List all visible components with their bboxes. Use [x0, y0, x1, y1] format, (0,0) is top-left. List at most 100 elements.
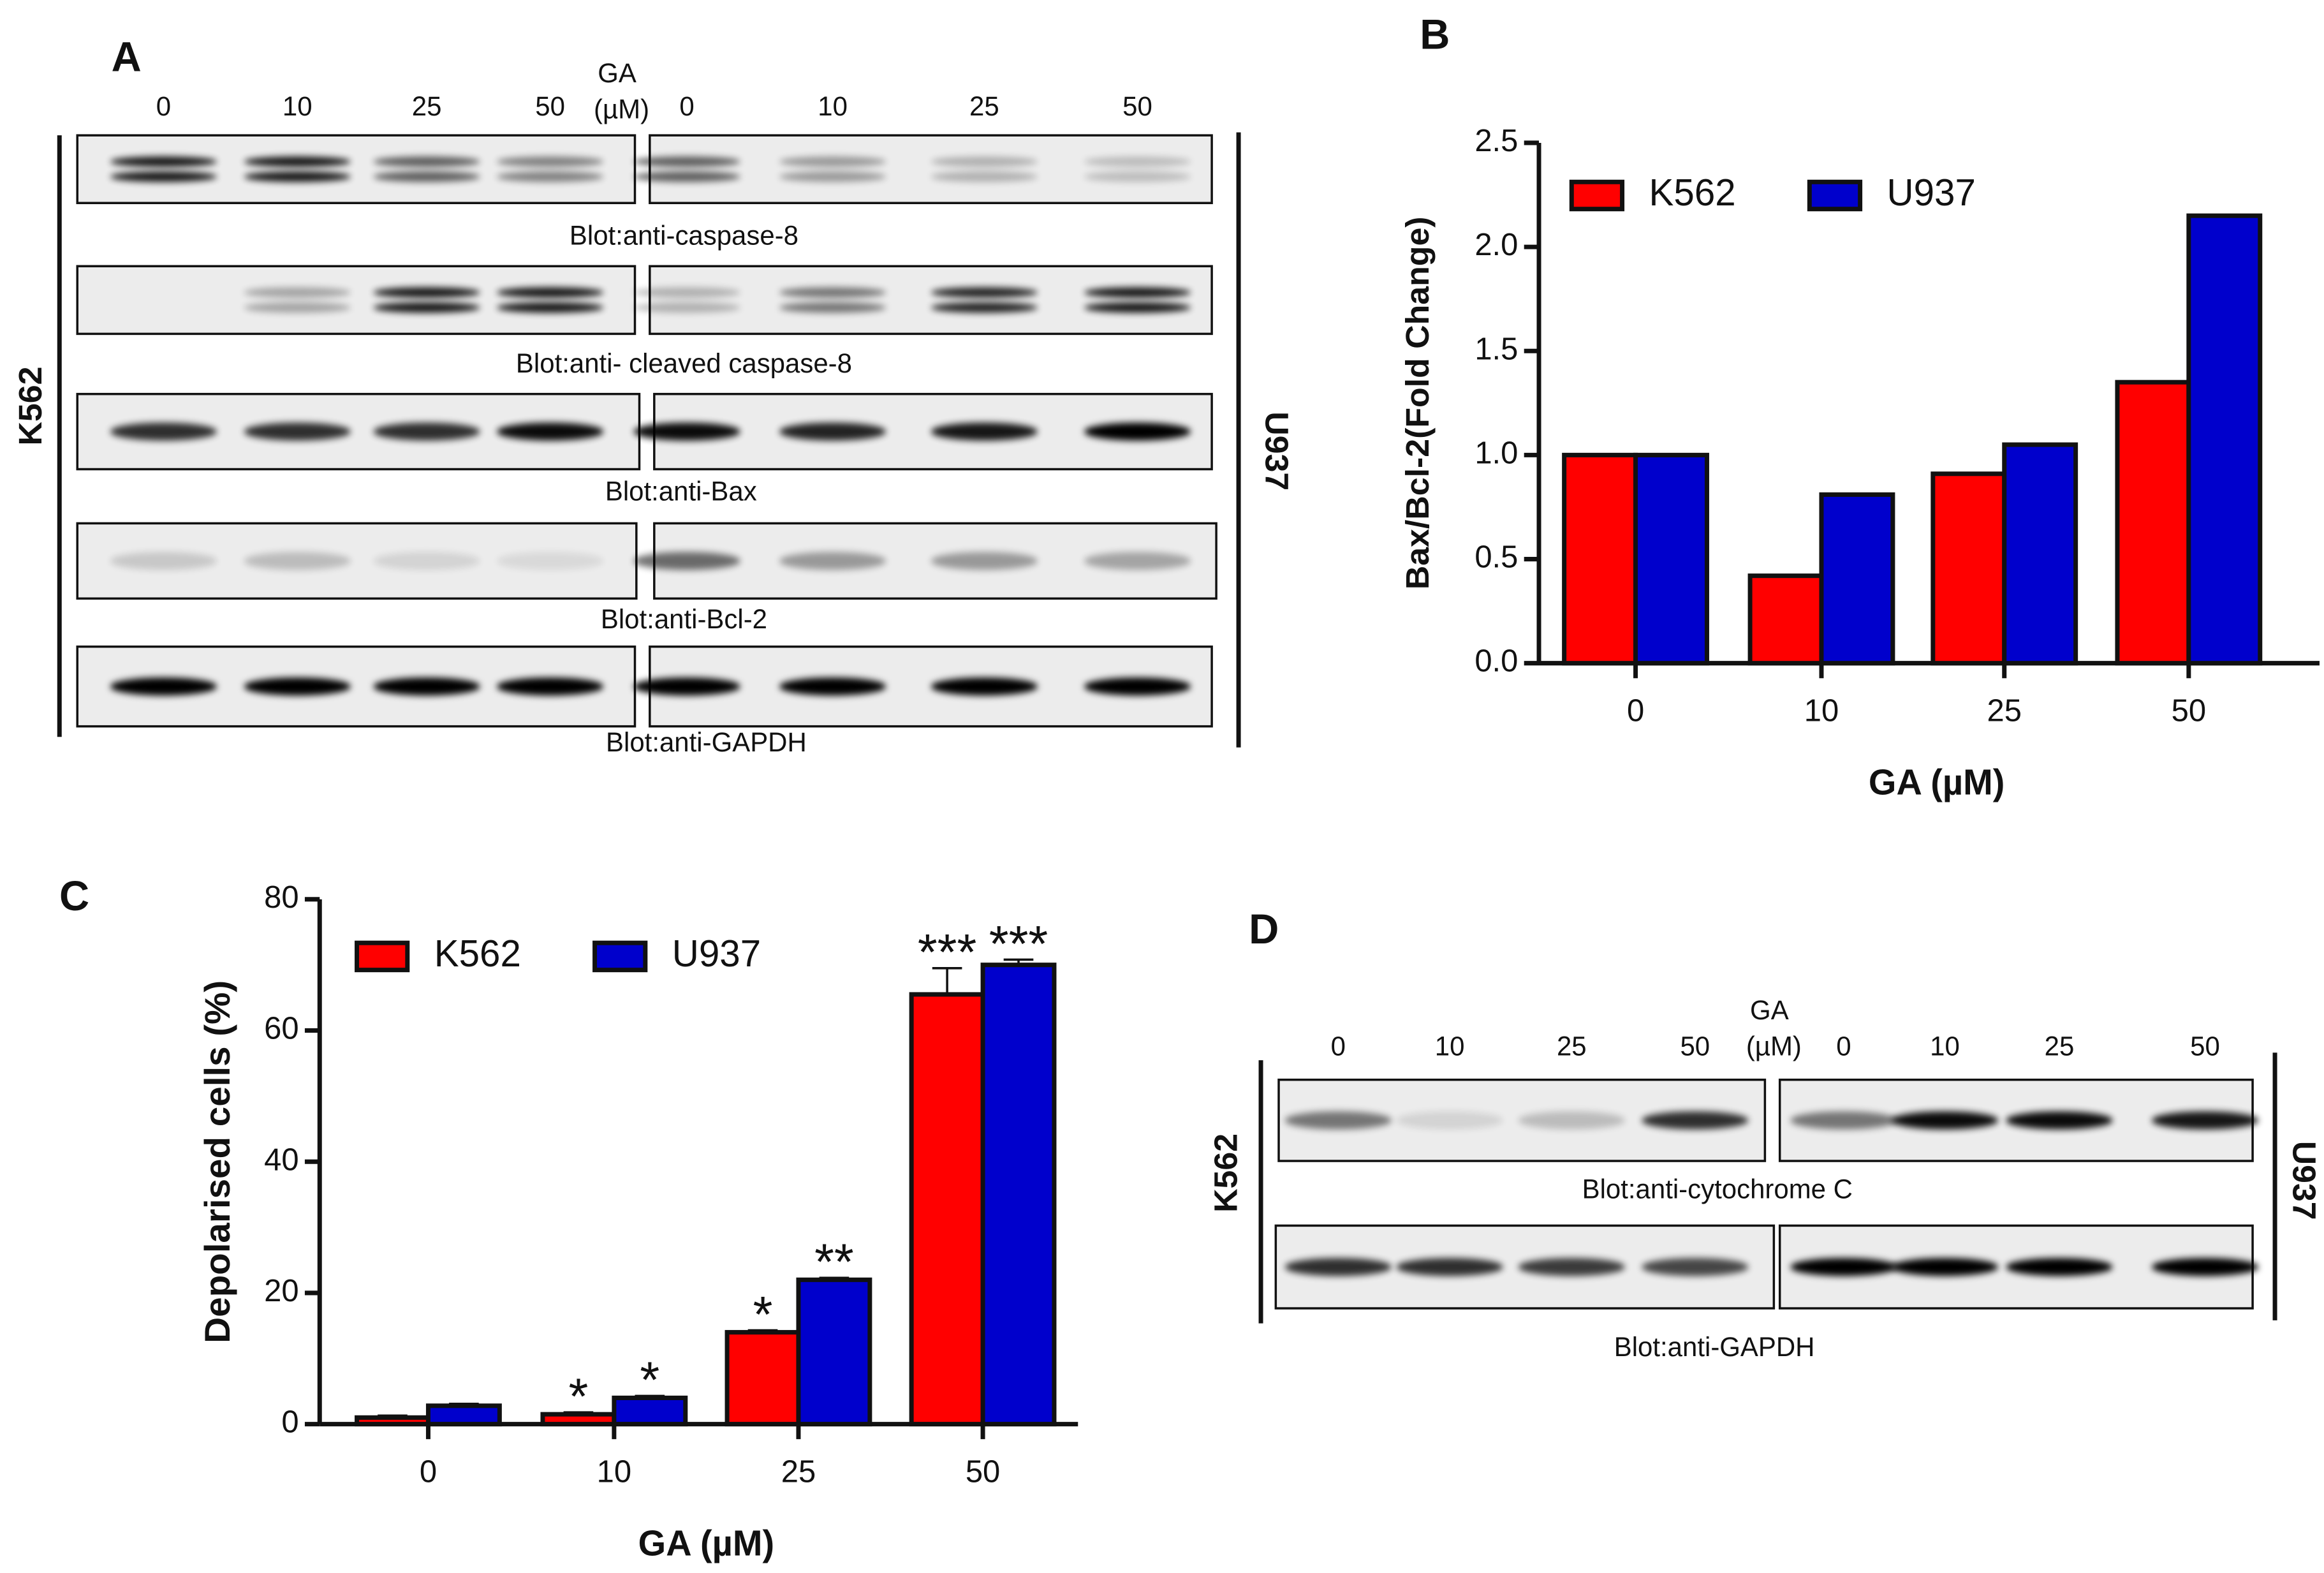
blot-band [779, 302, 886, 313]
x-tick-label: 50 [966, 1454, 1000, 1489]
legend-label: U937 [672, 933, 761, 975]
blot-band [373, 302, 481, 313]
x-tick-label: 25 [1987, 693, 2022, 728]
blot-band [930, 552, 1038, 570]
blot-band [244, 171, 351, 182]
blot-band [930, 677, 1038, 696]
legend-swatch [355, 940, 410, 973]
significance-label: * [568, 1368, 588, 1424]
bar [1562, 452, 1638, 666]
legend-label: K562 [434, 933, 521, 975]
blot-image [649, 265, 1213, 336]
panel-letter: B [1420, 11, 1450, 57]
blot-band [496, 302, 604, 313]
blot-label: Blot:anti-cytochrome C [1582, 1174, 1853, 1204]
lane-label: 25 [969, 91, 999, 121]
blot-band [2151, 1258, 2259, 1276]
lane-label: 50 [535, 91, 565, 121]
bar [1819, 492, 1895, 666]
blot-band [1084, 677, 1191, 696]
y-tick-label: 60 [264, 1010, 298, 1045]
blot-band [373, 156, 481, 167]
bar [612, 1395, 688, 1427]
blot-band [633, 171, 741, 182]
bar [1747, 573, 1824, 666]
significance-label: * [753, 1285, 773, 1342]
blot-band [1084, 302, 1191, 313]
lane-label: 0 [156, 91, 171, 121]
blot-band [496, 171, 604, 182]
blot-band [633, 302, 741, 313]
blot-band [244, 677, 351, 696]
blot-band [633, 677, 741, 696]
blot-band [496, 156, 604, 167]
blot-band [779, 552, 886, 570]
blot-band [1641, 1258, 1749, 1276]
lane-label: 25 [1557, 1031, 1587, 1061]
x-axis-title: GA (µM) [638, 1523, 774, 1563]
blot-image [76, 134, 636, 205]
bar [796, 1277, 872, 1427]
x-tick-label: 0 [420, 1454, 437, 1489]
lane-label: 0 [1331, 1031, 1346, 1061]
significance-label: *** [918, 924, 977, 980]
y-tick-label: 0 [281, 1404, 298, 1439]
y-tick-label: 80 [264, 880, 298, 915]
x-tick-label: 10 [1804, 693, 1839, 728]
bar [355, 1415, 430, 1427]
y-tick-label: 1.0 [1475, 435, 1518, 470]
blot-band [930, 171, 1038, 182]
blot-band [110, 156, 217, 167]
bar [980, 963, 1057, 1427]
bar [425, 1403, 502, 1427]
blot-band [633, 287, 741, 298]
blot-band [1518, 1111, 1626, 1130]
cell-line-label: U937 [2286, 1141, 2323, 1220]
blot-band [110, 422, 217, 441]
blot-label: Blot:anti-Bcl-2 [601, 604, 767, 634]
blot-band [1396, 1111, 1504, 1130]
blot-band [633, 156, 741, 167]
panel-letter: C [59, 873, 89, 919]
bar [909, 992, 985, 1427]
blot-band [1641, 1111, 1749, 1130]
bar [2186, 213, 2263, 666]
blot-band [244, 302, 351, 313]
treatment-label: (µM) [594, 94, 649, 124]
blot-label: Blot:anti-GAPDH [606, 727, 807, 757]
blot-band [373, 677, 481, 696]
lane-label: 50 [1122, 91, 1152, 121]
blot-band [244, 287, 351, 298]
blot-band [1084, 171, 1191, 182]
x-tick-label: 10 [597, 1454, 631, 1489]
blot-band [373, 552, 481, 570]
legend-swatch [1807, 179, 1863, 212]
blot-band [1284, 1111, 1392, 1130]
blot-band [110, 171, 217, 182]
blot-band [779, 677, 886, 696]
panel-letter: A [112, 33, 142, 80]
blot-label: Blot:anti-caspase-8 [570, 220, 798, 250]
lane-label: 0 [1836, 1031, 1851, 1061]
x-tick-label: 0 [1627, 693, 1644, 728]
lane-label: 10 [818, 91, 848, 121]
significance-label: ** [814, 1233, 854, 1290]
significance-label: * [640, 1351, 659, 1408]
blot-label: Blot:anti- cleaved caspase-8 [516, 348, 852, 378]
blot-band [2006, 1111, 2113, 1130]
blot-band [373, 287, 481, 298]
y-tick-label: 1.5 [1475, 331, 1518, 366]
lane-label: 50 [1680, 1031, 1710, 1061]
blot-band [1396, 1258, 1504, 1276]
bar [724, 1330, 801, 1427]
y-axis-title: Bax/Bcl-2(Fold Change) [1399, 216, 1436, 589]
blot-band [1790, 1111, 1897, 1130]
y-tick-label: 2.5 [1475, 123, 1518, 158]
panel-letter: D [1249, 906, 1279, 952]
bar [1633, 452, 1709, 666]
blot-band [373, 171, 481, 182]
blot-label: Blot:anti-Bax [605, 476, 757, 506]
blot-band [1084, 422, 1191, 441]
blot-band [930, 302, 1038, 313]
